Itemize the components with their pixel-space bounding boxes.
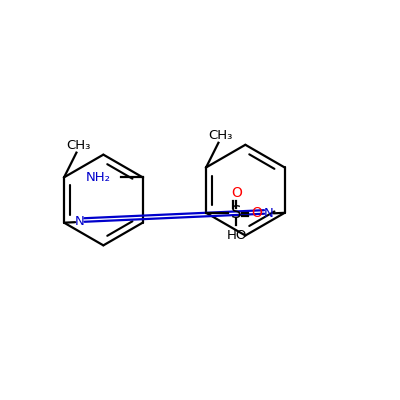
Text: CH₃: CH₃ xyxy=(66,139,90,152)
Text: N: N xyxy=(75,216,85,228)
Text: O: O xyxy=(251,206,262,220)
Text: NH₂: NH₂ xyxy=(86,171,111,184)
Text: CH₃: CH₃ xyxy=(208,129,232,142)
Text: S: S xyxy=(231,204,242,222)
Text: N: N xyxy=(264,207,274,220)
Text: O: O xyxy=(231,186,242,200)
Text: HO: HO xyxy=(226,229,247,242)
